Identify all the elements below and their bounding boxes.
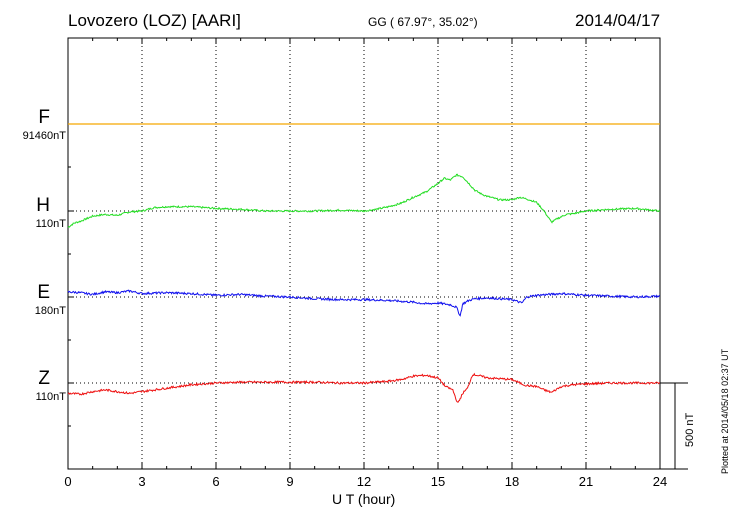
- x-tick-label: 0: [64, 474, 71, 489]
- component-scale-h: 110nT: [35, 218, 66, 230]
- x-tick-label: 3: [138, 474, 145, 489]
- component-label-f: F: [38, 107, 50, 128]
- x-tick-label: 9: [286, 474, 293, 489]
- x-tick-label: 15: [431, 474, 445, 489]
- series-line-z: [67, 372, 661, 403]
- geographic-coordinates: GG ( 67.97°, 35.02°): [368, 15, 478, 29]
- series-line-e: [67, 289, 661, 317]
- x-axis-title: U T (hour): [332, 491, 396, 507]
- date-label: 2014/04/17: [575, 11, 661, 30]
- series-line-h: [67, 173, 661, 228]
- station-title: Lovozero (LOZ) [AARI]: [68, 11, 241, 30]
- x-tick-label: 12: [357, 474, 371, 489]
- component-scale-f: 91460nT: [22, 130, 66, 142]
- component-label-e: E: [37, 282, 50, 303]
- x-tick-label: 24: [653, 474, 667, 489]
- component-scale-e: 180nT: [34, 305, 66, 317]
- component-label-z: Z: [38, 368, 50, 389]
- component-scale-z: 110nT: [35, 391, 66, 403]
- x-tick-label: 21: [579, 474, 593, 489]
- x-tick-label: 18: [505, 474, 519, 489]
- x-tick-label: 6: [212, 474, 219, 489]
- component-label-h: H: [36, 195, 50, 216]
